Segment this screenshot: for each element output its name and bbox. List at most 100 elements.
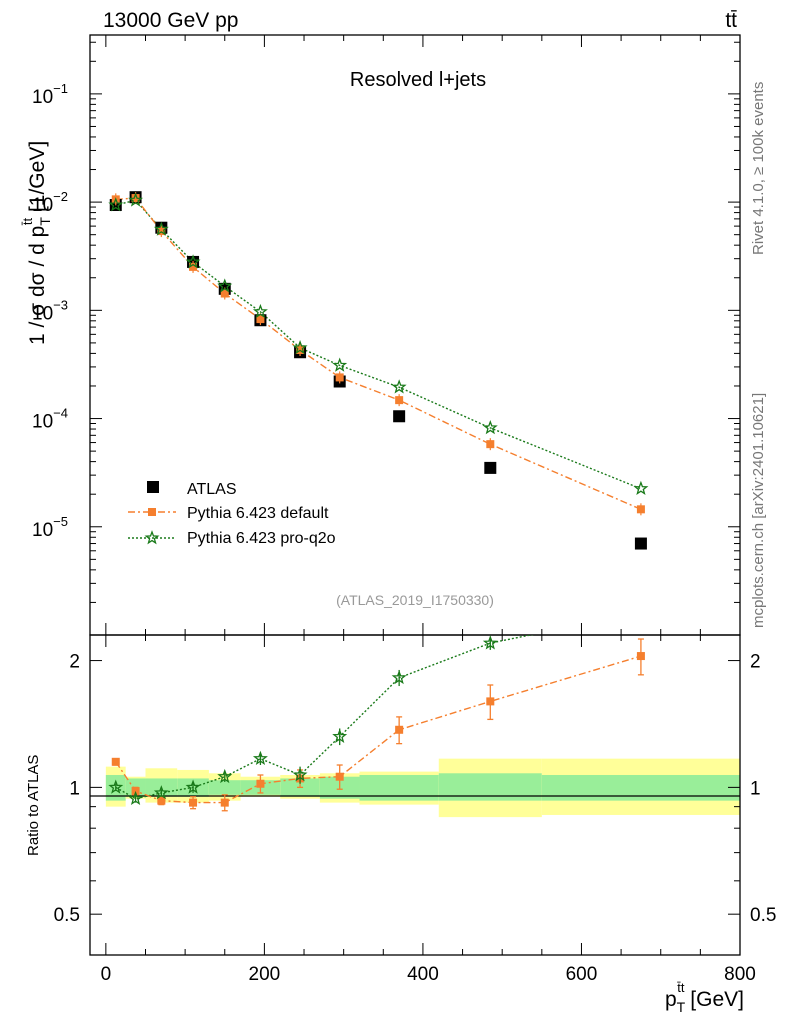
default-point xyxy=(189,262,198,271)
x-tick-label: 800 xyxy=(724,964,756,985)
x-label-text: p xyxy=(665,988,677,1011)
ratio-default-point xyxy=(157,796,166,805)
ratio-proq2o-point xyxy=(185,779,201,794)
ratio-proq2o-point xyxy=(391,669,407,685)
ratio-default-point xyxy=(636,652,645,661)
main-ytick-label: 10−5 xyxy=(32,514,68,541)
proq2o-point xyxy=(633,480,649,496)
ratio-default-point xyxy=(256,779,265,788)
main-y-label-text: 1 / σ dσ / d p xyxy=(26,226,49,345)
band-inner xyxy=(359,774,439,801)
x-tick-label: 400 xyxy=(407,964,439,985)
ratio-default-point xyxy=(220,798,229,807)
ratio-default-point xyxy=(335,772,344,781)
main-y-label-sup: t̄t xyxy=(20,217,35,225)
main-ytick-base: 10 xyxy=(32,412,53,433)
main-ytick-exp: −5 xyxy=(53,514,68,529)
mcplots-label: mcplots.cern.ch [arXiv:2401.10621] xyxy=(750,393,767,628)
x-label-unit: [GeV] xyxy=(684,988,744,1011)
ratio-proq2o-point xyxy=(332,728,348,743)
main-ytick-base: 10 xyxy=(32,520,53,541)
main-ytick-label: 10−1 xyxy=(32,81,68,108)
x-tick-label: 0 xyxy=(101,964,112,985)
proq2o-point xyxy=(153,221,169,236)
default-line xyxy=(115,197,642,510)
ratio-ytick-label-right: 0.5 xyxy=(750,905,776,926)
legend-proq2o-marker xyxy=(144,530,160,545)
x-label-sub: T xyxy=(677,999,686,1015)
main-series xyxy=(108,191,649,550)
ratio-ytick-label-left: 0.5 xyxy=(54,905,80,926)
atlas-point xyxy=(484,461,497,474)
legend-atlas-marker xyxy=(147,481,159,493)
main-ytick-label: 10−2 xyxy=(32,189,68,216)
default-point xyxy=(157,227,166,236)
ratio-proq2o-point xyxy=(108,779,124,794)
main-y-label: 1 / σ dσ / d pTt̄t [1/GeV] xyxy=(20,141,53,345)
proq2o-line xyxy=(115,199,642,490)
default-point xyxy=(335,373,344,382)
legend: ATLAS Pythia 6.423 default Pythia 6.423 … xyxy=(128,481,336,547)
main-y-label-sub: T xyxy=(37,217,53,226)
plot-title: Resolved l+jets xyxy=(350,69,486,91)
analysis-id: (ATLAS_2019_I1750330) xyxy=(336,592,494,608)
x-label-sup: t̄t xyxy=(677,980,685,995)
atlas-point xyxy=(393,410,406,423)
proq2o-point xyxy=(252,303,268,319)
ratio-default-point xyxy=(189,798,198,807)
proq2o-point xyxy=(292,340,308,355)
legend-default-marker xyxy=(148,508,156,516)
default-point xyxy=(486,440,495,449)
ratio-ytick-label-left: 1 xyxy=(69,778,80,799)
proq2o-point xyxy=(482,420,498,435)
ratio-series xyxy=(108,607,646,812)
ratio-proq2o-point xyxy=(252,750,268,766)
ratio-proq2o-point xyxy=(635,607,646,618)
main-ytick-base: 10 xyxy=(32,87,53,108)
rivet-label: Rivet 4.1.0, ≥ 100k events xyxy=(750,82,767,255)
ratio-ytick-label-left: 2 xyxy=(69,652,80,673)
default-point xyxy=(220,289,229,298)
main-ytick-exp: −3 xyxy=(53,297,68,312)
main-y-label-unit: [1/GeV] xyxy=(26,141,49,218)
atlas-point xyxy=(634,537,647,550)
band-inner xyxy=(208,780,241,795)
proq2o-point xyxy=(217,278,233,293)
default-point xyxy=(636,505,645,514)
ratio-default-point xyxy=(486,697,495,706)
legend-atlas-label: ATLAS xyxy=(187,481,237,498)
ratio-proq2o-point xyxy=(292,767,308,782)
ratio-proq2o-line xyxy=(115,635,534,800)
ratio-panel-frame xyxy=(89,634,741,956)
ratio-y-label: Ratio to ATLAS xyxy=(25,755,42,856)
default-point xyxy=(131,194,140,203)
ratio-ytick-label-right: 2 xyxy=(750,652,761,673)
header-left: 13000 GeV pp xyxy=(103,9,238,32)
ratio-proq2o-point xyxy=(153,785,169,800)
ratio-default-point xyxy=(395,725,404,734)
proq2o-point xyxy=(332,357,348,372)
main-ytick-base: 10 xyxy=(32,303,53,324)
main-ytick-base: 10 xyxy=(32,195,53,216)
main-ytick-exp: −2 xyxy=(53,189,68,204)
legend-default-label: Pythia 6.423 default xyxy=(187,505,329,522)
main-ytick-label: 10−4 xyxy=(32,406,68,433)
main-ytick-exp: −1 xyxy=(53,81,68,96)
main-ytick-label: 10−3 xyxy=(32,297,68,324)
ratio-proq2o-point xyxy=(128,790,144,806)
x-axis-label: pTt̄t [GeV] xyxy=(665,980,744,1015)
header-right: tt̄ xyxy=(725,9,737,32)
legend-proq2o-label: Pythia 6.423 pro-q2o xyxy=(187,530,336,547)
proq2o-point xyxy=(391,379,407,394)
ratio-ytick-label-right: 1 xyxy=(750,778,761,799)
proq2o-point xyxy=(128,192,144,207)
main-ytick-exp: −4 xyxy=(53,406,68,421)
proq2o-point xyxy=(108,197,124,212)
ratio-proq2o-point xyxy=(217,768,233,784)
default-point xyxy=(395,396,404,405)
ratio-proq2o-point xyxy=(482,635,498,650)
proq2o-point xyxy=(185,254,201,269)
default-point xyxy=(256,315,265,324)
